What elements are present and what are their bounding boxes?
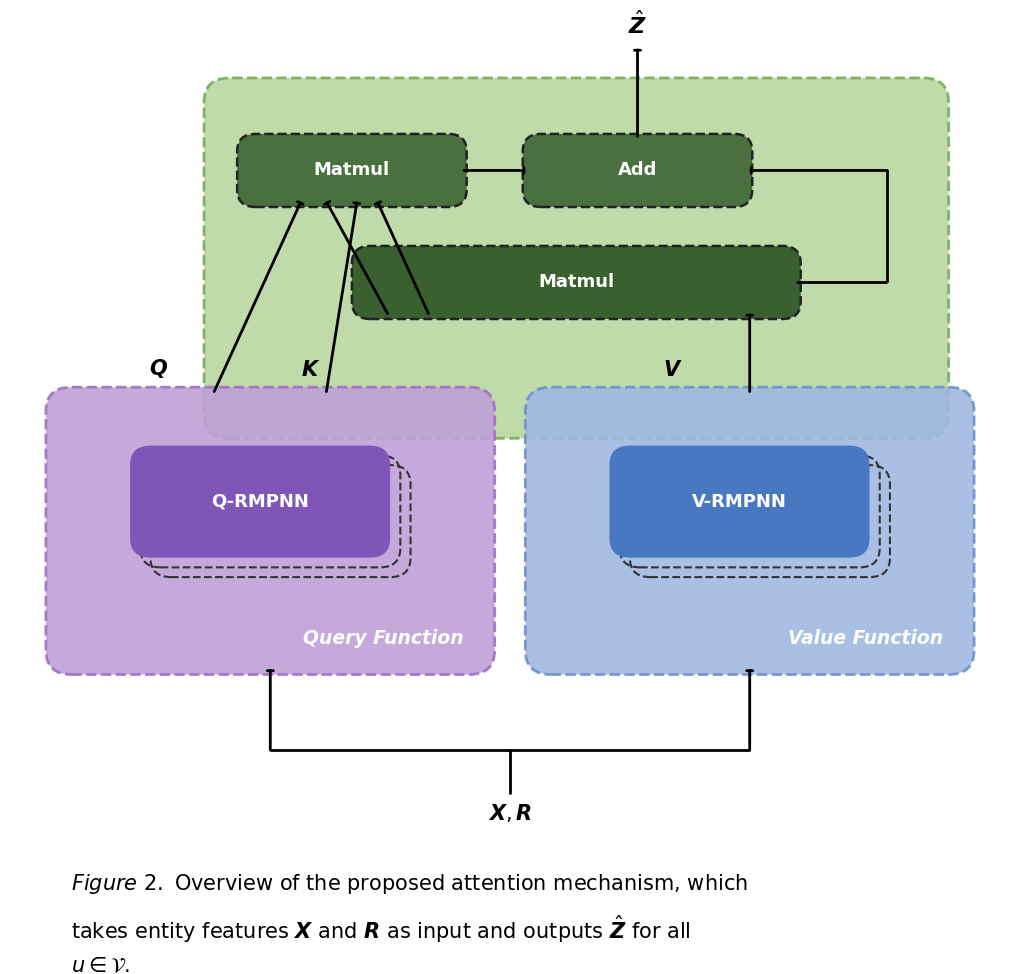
Text: $\boldsymbol{Q}$: $\boldsymbol{Q}$ bbox=[149, 356, 167, 380]
Text: V-RMPNN: V-RMPNN bbox=[691, 493, 787, 510]
Text: $\hat{\boldsymbol{Z}}$: $\hat{\boldsymbol{Z}}$ bbox=[628, 11, 646, 39]
Text: Add: Add bbox=[618, 162, 656, 179]
Text: $\boldsymbol{K}$: $\boldsymbol{K}$ bbox=[301, 359, 321, 380]
FancyBboxPatch shape bbox=[609, 446, 869, 557]
FancyBboxPatch shape bbox=[236, 134, 467, 207]
FancyBboxPatch shape bbox=[522, 134, 752, 207]
FancyBboxPatch shape bbox=[130, 446, 390, 557]
Text: Value Function: Value Function bbox=[788, 629, 943, 649]
FancyBboxPatch shape bbox=[204, 78, 948, 438]
Text: $\boldsymbol{V}$: $\boldsymbol{V}$ bbox=[662, 359, 683, 380]
Text: Q-RMPNN: Q-RMPNN bbox=[211, 493, 309, 510]
Text: $\it{Figure\ 2.}$ Overview of the proposed attention mechanism, which
takes enti: $\it{Figure\ 2.}$ Overview of the propos… bbox=[71, 872, 748, 974]
Text: Matmul: Matmul bbox=[314, 162, 389, 179]
FancyBboxPatch shape bbox=[46, 387, 494, 674]
Text: Query Function: Query Function bbox=[304, 629, 464, 649]
FancyBboxPatch shape bbox=[352, 246, 800, 319]
Text: $\boldsymbol{X, R}$: $\boldsymbol{X, R}$ bbox=[487, 803, 532, 824]
Text: Matmul: Matmul bbox=[538, 274, 613, 291]
FancyBboxPatch shape bbox=[525, 387, 973, 674]
